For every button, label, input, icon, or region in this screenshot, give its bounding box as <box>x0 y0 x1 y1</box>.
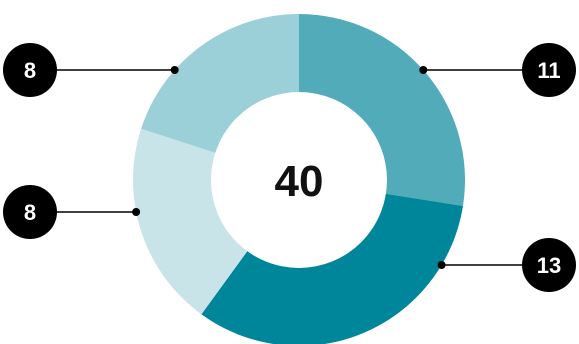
callout-dot <box>437 261 446 269</box>
total-value: 40 <box>275 157 324 206</box>
value-badge-label: 13 <box>537 253 561 278</box>
value-badge <box>3 43 57 97</box>
donut-hole <box>211 92 387 268</box>
value-badge <box>522 238 576 292</box>
donut-slice <box>201 180 463 344</box>
value-badge-label: 11 <box>537 58 560 83</box>
value-badge <box>522 43 576 97</box>
value-badge-label: 8 <box>24 200 36 225</box>
callouts: 11 13 8 8 <box>3 43 576 292</box>
callout-dot <box>170 66 179 74</box>
callout-dot <box>132 208 141 216</box>
callout-dot <box>419 66 428 74</box>
value-badge-label: 8 <box>24 58 36 83</box>
value-badge <box>3 185 57 239</box>
